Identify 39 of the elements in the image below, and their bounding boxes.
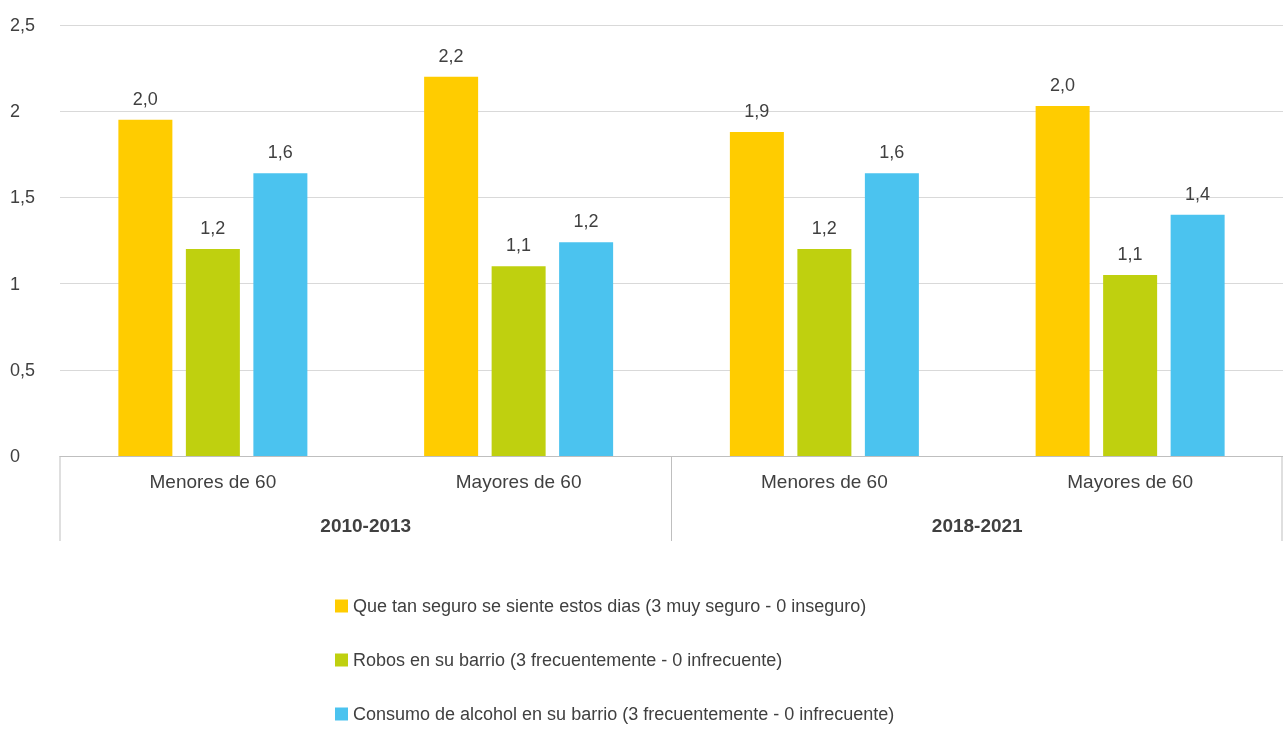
y-tick-label: 2,5 [10, 15, 36, 35]
x-tick-label: Menores de 60 [761, 471, 888, 492]
bar [1103, 274, 1158, 456]
bar [559, 242, 614, 456]
data-label: 1,4 [1185, 183, 1211, 204]
y-tick-label: 1,5 [10, 187, 36, 208]
bar [1170, 214, 1225, 456]
y-tick-label: 0 [10, 446, 21, 466]
y-tick-label: 2 [10, 101, 21, 122]
x-tick-label: Mayores de 60 [455, 471, 582, 492]
data-label: 1,1 [506, 235, 532, 256]
bar [185, 249, 240, 456]
bar [491, 266, 546, 456]
x-tick-label: Menores de 60 [149, 471, 277, 492]
data-label: 1,2 [811, 218, 837, 239]
legend-label: Robos en su barrio (3 frecuentemente - 0 infrecuente) [353, 650, 783, 670]
y-tick-label: 0,5 [10, 359, 36, 380]
text: 2018-2021 [931, 514, 1024, 536]
data-label: 2,0 [1050, 75, 1076, 96]
bar [424, 76, 479, 456]
bar [253, 173, 308, 456]
data-label: 1,2 [573, 211, 599, 232]
x-tick-label: Mayores de 60 [1067, 471, 1193, 492]
data-label: 1,6 [879, 142, 905, 163]
data-label: 1,1 [1117, 243, 1143, 264]
text: 2010-2013 [320, 514, 412, 536]
bar [1035, 106, 1090, 456]
data-label: 1,6 [267, 142, 293, 163]
data-label: 1,9 [744, 100, 770, 121]
legend-label: Consumo de alcohol en su barrio (3 frecuentemente - 0 infrecuente) [353, 704, 895, 724]
y-tick-label: 1 [10, 273, 21, 294]
bar [864, 173, 919, 456]
bar [797, 249, 852, 456]
data-label: 1,2 [200, 218, 226, 239]
bar [729, 131, 784, 456]
data-label: 2,0 [132, 88, 158, 109]
data-label: 2,2 [438, 45, 464, 66]
bar [118, 119, 173, 456]
legend-label: Que tan seguro se siente estos dias (3 muy seguro - 0 inseguro) [353, 596, 867, 616]
